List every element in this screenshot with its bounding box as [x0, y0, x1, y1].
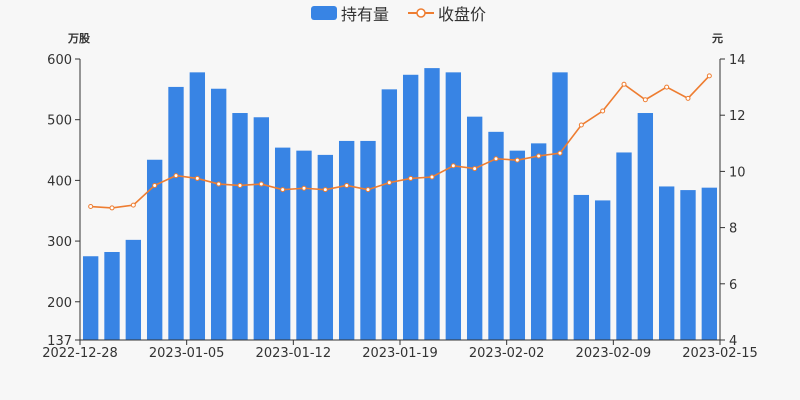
price-point: [301, 185, 307, 191]
right-axis-tick-label: 14: [729, 53, 746, 68]
holding-bar: [637, 113, 654, 340]
holding-bar: [466, 116, 483, 340]
price-point: [88, 204, 94, 210]
holding-bar: [594, 200, 611, 340]
holding-bar: [530, 143, 547, 340]
holding-bar: [104, 251, 120, 340]
holding-bar: [317, 154, 334, 340]
price-point: [642, 97, 648, 103]
right-axis-tick-label: 4: [729, 334, 737, 349]
holding-bar: [701, 187, 718, 340]
price-line: [90, 75, 710, 209]
right-axis-tick-label: 6: [729, 278, 737, 293]
holding-bar: [296, 150, 312, 340]
holding-bar: [488, 131, 504, 340]
price-point: [536, 153, 542, 159]
price-point: [344, 182, 350, 188]
x-axis-tick-label: 2023-01-19: [362, 346, 438, 361]
holding-bar: [253, 117, 270, 341]
price-point: [429, 174, 435, 180]
price-point: [600, 108, 606, 114]
price-point: [152, 182, 158, 188]
holding-bar: [82, 256, 99, 340]
price-point: [130, 202, 136, 208]
price-point: [557, 150, 563, 156]
holding-bar: [509, 150, 526, 340]
plot-area: 137 200 300 400 500 600 4 6 8 10 12 14 2022-12-28 202…: [42, 53, 758, 361]
legend[interactable]: 持有量 收盘价: [311, 5, 486, 24]
price-point: [237, 182, 243, 188]
holding-bar: [189, 72, 206, 340]
price-point: [472, 166, 478, 172]
left-axis-tick-label: 500: [47, 114, 72, 129]
holding-bar: [552, 72, 568, 340]
right-axis-tick-label: 8: [729, 222, 737, 237]
holding-bar: [445, 72, 462, 340]
x-axis-tick-label: 2022-12-28: [42, 346, 118, 361]
price-point: [194, 175, 200, 181]
holding-bar: [274, 147, 291, 340]
price-point: [685, 95, 691, 101]
legend-bar-label[interactable]: 持有量: [341, 5, 389, 24]
holding-bar: [125, 239, 142, 340]
left-axis-tick-label: 300: [47, 235, 72, 250]
legend-bar-swatch[interactable]: [311, 6, 337, 20]
price-point: [408, 175, 414, 181]
x-axis-tick-label: 2023-02-02: [469, 346, 545, 361]
price-point: [706, 73, 712, 79]
holding-bar: [424, 68, 440, 340]
left-axis-tick-label: 200: [47, 296, 72, 311]
x-axis-tick-label: 2023-01-05: [149, 346, 225, 361]
holding-bar: [232, 113, 248, 340]
right-axis-tick-label: 10: [729, 165, 746, 180]
holding-bar: [381, 89, 398, 340]
price-point: [365, 187, 371, 193]
left-axis-tick-label: 600: [47, 53, 72, 68]
price-point: [621, 81, 627, 87]
holding-bar: [338, 140, 355, 340]
price-point: [514, 157, 520, 163]
left-axis-tick-label: 400: [47, 174, 72, 189]
holding-bar: [146, 159, 163, 340]
price-point: [386, 180, 392, 186]
holding-bar: [616, 152, 632, 340]
holding-bar: [658, 186, 675, 340]
price-point: [578, 122, 584, 128]
price-point: [258, 181, 264, 187]
price-point: [280, 187, 286, 193]
price-point: [216, 181, 222, 187]
right-axis-tick-label: 12: [729, 109, 746, 124]
x-axis-tick-label: 2023-02-09: [576, 346, 652, 361]
price-point: [322, 187, 328, 193]
x-axis-tick-label: 2023-02-15: [682, 346, 758, 361]
price-point: [493, 156, 499, 162]
holding-bar: [168, 86, 184, 340]
holding-bar: [402, 74, 419, 341]
x-axis-tick-label: 2023-01-12: [256, 346, 332, 361]
price-point: [664, 84, 670, 90]
holding-bar: [680, 190, 696, 340]
legend-line-marker[interactable]: [416, 8, 426, 18]
price-point: [173, 173, 179, 179]
price-point: [450, 163, 456, 169]
holding-bar: [210, 88, 227, 340]
left-axis-unit: 万股: [67, 32, 91, 45]
holding-bar: [573, 194, 590, 340]
right-axis-unit: 元: [712, 32, 723, 45]
left-axis-tick-label: 137: [47, 334, 72, 349]
legend-line-label[interactable]: 收盘价: [438, 5, 486, 24]
holding-bar: [360, 140, 376, 340]
price-point: [109, 205, 115, 211]
